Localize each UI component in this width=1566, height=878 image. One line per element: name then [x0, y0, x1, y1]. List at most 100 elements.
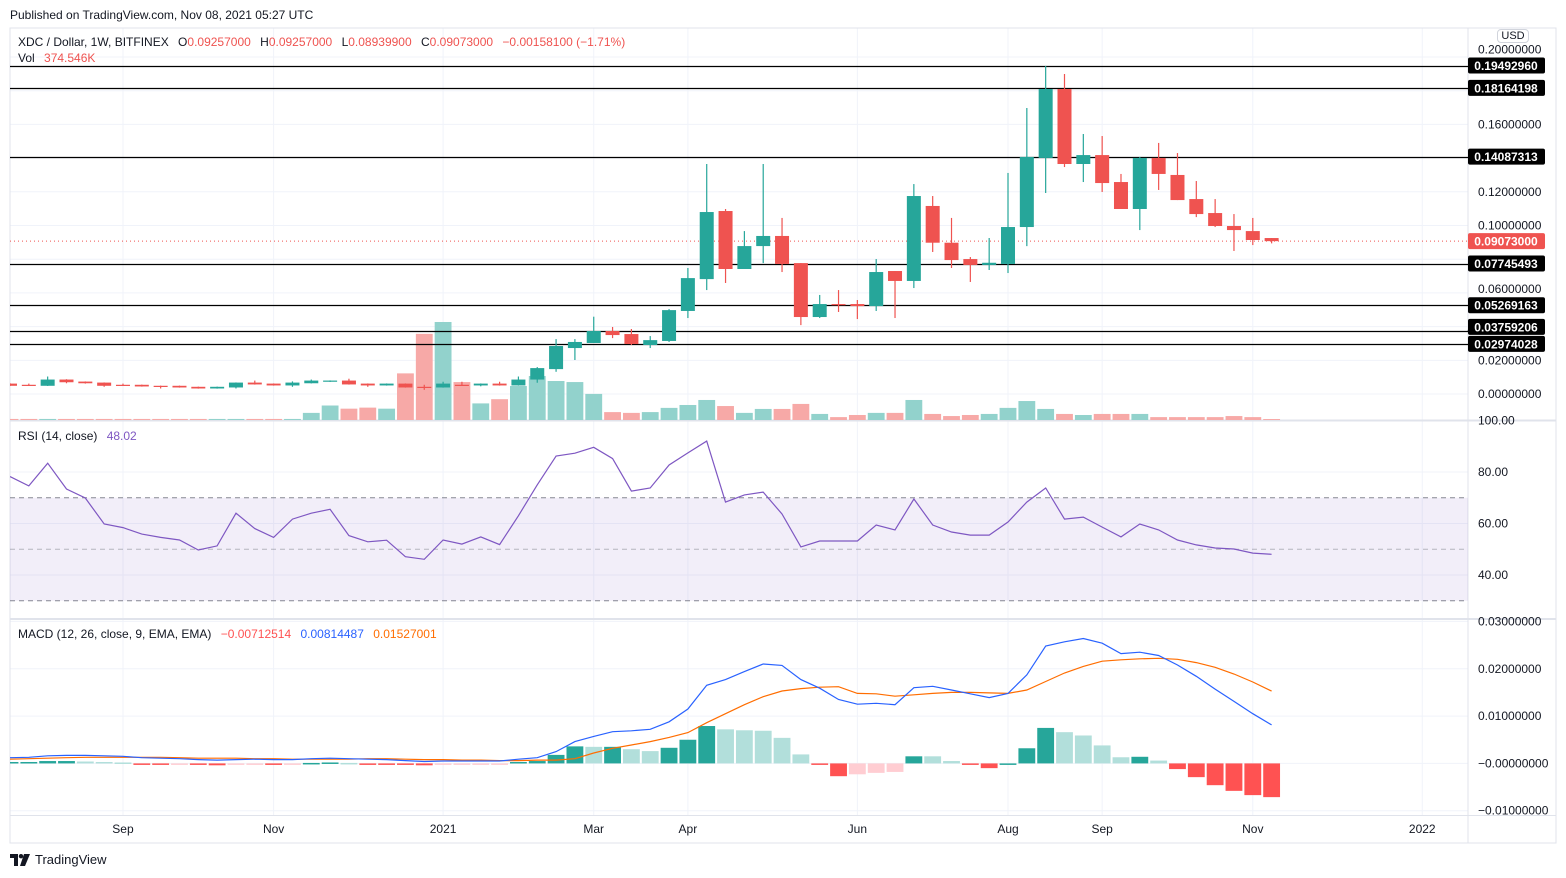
macd-histogram-bar: [340, 762, 358, 765]
macd-histogram-bar: [792, 754, 810, 764]
macd-histogram-bar: [773, 737, 791, 764]
high-label: H: [260, 35, 269, 49]
candle-body: [285, 382, 300, 386]
candle-body: [944, 242, 959, 261]
macd-histogram-bar: [867, 763, 885, 773]
macd-histogram-bar: [924, 756, 942, 764]
candle-body: [1189, 199, 1204, 215]
macd-histogram-bar: [1169, 763, 1186, 770]
candle-body: [1264, 238, 1279, 242]
volume-bar: [1225, 416, 1243, 420]
candle-body: [850, 304, 865, 307]
time-axis-label: Apr: [679, 822, 698, 836]
candle-body: [775, 235, 790, 264]
volume-bar: [227, 418, 245, 420]
price-axis-label: 0.12000000: [1478, 185, 1542, 199]
candle-body: [379, 383, 394, 386]
candle-body: [1113, 182, 1128, 210]
last-price-box: [1468, 233, 1545, 250]
candle-body: [511, 379, 526, 386]
candle-body: [963, 259, 978, 265]
candle-body: [59, 379, 74, 383]
level-price-label: 0.05269163: [1474, 299, 1538, 313]
volume-bar: [754, 408, 772, 420]
macd-histogram-bar: [171, 763, 188, 765]
macd-histogram-bar: [1263, 763, 1281, 798]
candle-body: [492, 383, 507, 386]
macd-histogram-bar: [566, 746, 584, 764]
volume-bar: [453, 382, 471, 420]
volume-bar: [284, 418, 301, 420]
macd-histogram-bar: [434, 763, 452, 765]
symbol-legend: XDC / Dollar, 1W, BITFINEX O0.09257000 H…: [18, 35, 625, 49]
rsi-label[interactable]: RSI (14, close): [18, 429, 98, 443]
volume-bar: [359, 407, 377, 420]
macd-histogram-bar: [1131, 756, 1149, 764]
volume-bar: [961, 414, 979, 420]
candle-body: [906, 196, 921, 281]
time-axis-label: Sep: [112, 822, 134, 836]
candle-body: [1057, 89, 1072, 165]
macd-axis-label: 0.01000000: [1478, 709, 1542, 723]
macd-histogram-bar: [415, 763, 433, 766]
macd-histogram-bar: [378, 763, 396, 765]
macd-histogram-bar: [1074, 735, 1092, 764]
volume-bar: [698, 399, 716, 420]
volume-bar: [1074, 414, 1092, 420]
high-value: 0.09257000: [268, 35, 333, 49]
macd-histogram-bar: [20, 761, 38, 764]
rsi-value: 48.02: [106, 429, 137, 443]
volume-bars: [10, 322, 1281, 420]
macd-histogram-bar: [660, 747, 678, 764]
candle-body: [737, 246, 752, 269]
volume-label[interactable]: Vol: [18, 51, 35, 65]
price-axis-label: 0.06000000: [1478, 282, 1542, 296]
macd-histogram-bar: [604, 746, 621, 764]
candle-body: [417, 386, 432, 388]
volume-bar: [171, 418, 188, 420]
candle-body: [398, 383, 413, 388]
volume-value: 374.546K: [44, 51, 96, 65]
macd-axis-label: −0.00000000: [1478, 756, 1549, 770]
volume-bar: [773, 408, 791, 420]
volume-bar: [924, 413, 942, 420]
volume-bar: [340, 408, 358, 420]
candle-body: [756, 235, 771, 247]
candle-body: [21, 384, 36, 386]
macd-histogram-bar: [58, 761, 75, 764]
volume-bar: [585, 393, 603, 420]
open-value: 0.09257000: [187, 35, 251, 49]
macd-histogram-bar: [1037, 727, 1055, 764]
level-price-label: 0.19492960: [1474, 59, 1538, 73]
macd-axis-label: 0.02000000: [1478, 662, 1542, 676]
macd-histogram-bar: [886, 763, 904, 772]
macd-histogram-bar: [585, 746, 603, 764]
macd-line: [10, 637, 1272, 763]
macd-histogram-bar: [1018, 748, 1036, 764]
volume-bar: [1112, 413, 1130, 420]
symbol-title[interactable]: XDC / Dollar, 1W, BITFINEX: [18, 35, 169, 49]
macd-histogram-bar: [227, 763, 245, 765]
macd-histogram-bar: [246, 763, 264, 765]
macd-histogram-bar: [717, 729, 734, 764]
candle-body: [1095, 155, 1110, 184]
change-value: −0.00158100 (−1.71%): [502, 35, 626, 49]
candle-body: [925, 205, 940, 243]
macd-histogram-bar: [114, 762, 132, 764]
candle-body: [624, 334, 639, 344]
volume-bar: [378, 408, 396, 420]
volume-bar: [114, 418, 132, 420]
currency-button[interactable]: USD: [1497, 29, 1529, 43]
macd-histogram-bar: [622, 749, 640, 764]
candle-body: [699, 212, 714, 280]
volume-bar: [397, 373, 414, 420]
volume-bar: [133, 418, 151, 420]
footer-brand[interactable]: TradingView: [10, 852, 107, 867]
candle-body: [10, 383, 17, 386]
axes: Sep Nov 2021 Mar Apr Jun Aug Sep Nov 2022 0.200000…: [112, 43, 1548, 836]
macd-histogram-bar: [152, 763, 170, 765]
candle-body: [266, 383, 281, 386]
published-note: Published on TradingView.com, Nov 08, 20…: [10, 8, 314, 22]
macd-label[interactable]: MACD (12, 26, close, 9, EMA, EMA): [18, 627, 212, 641]
